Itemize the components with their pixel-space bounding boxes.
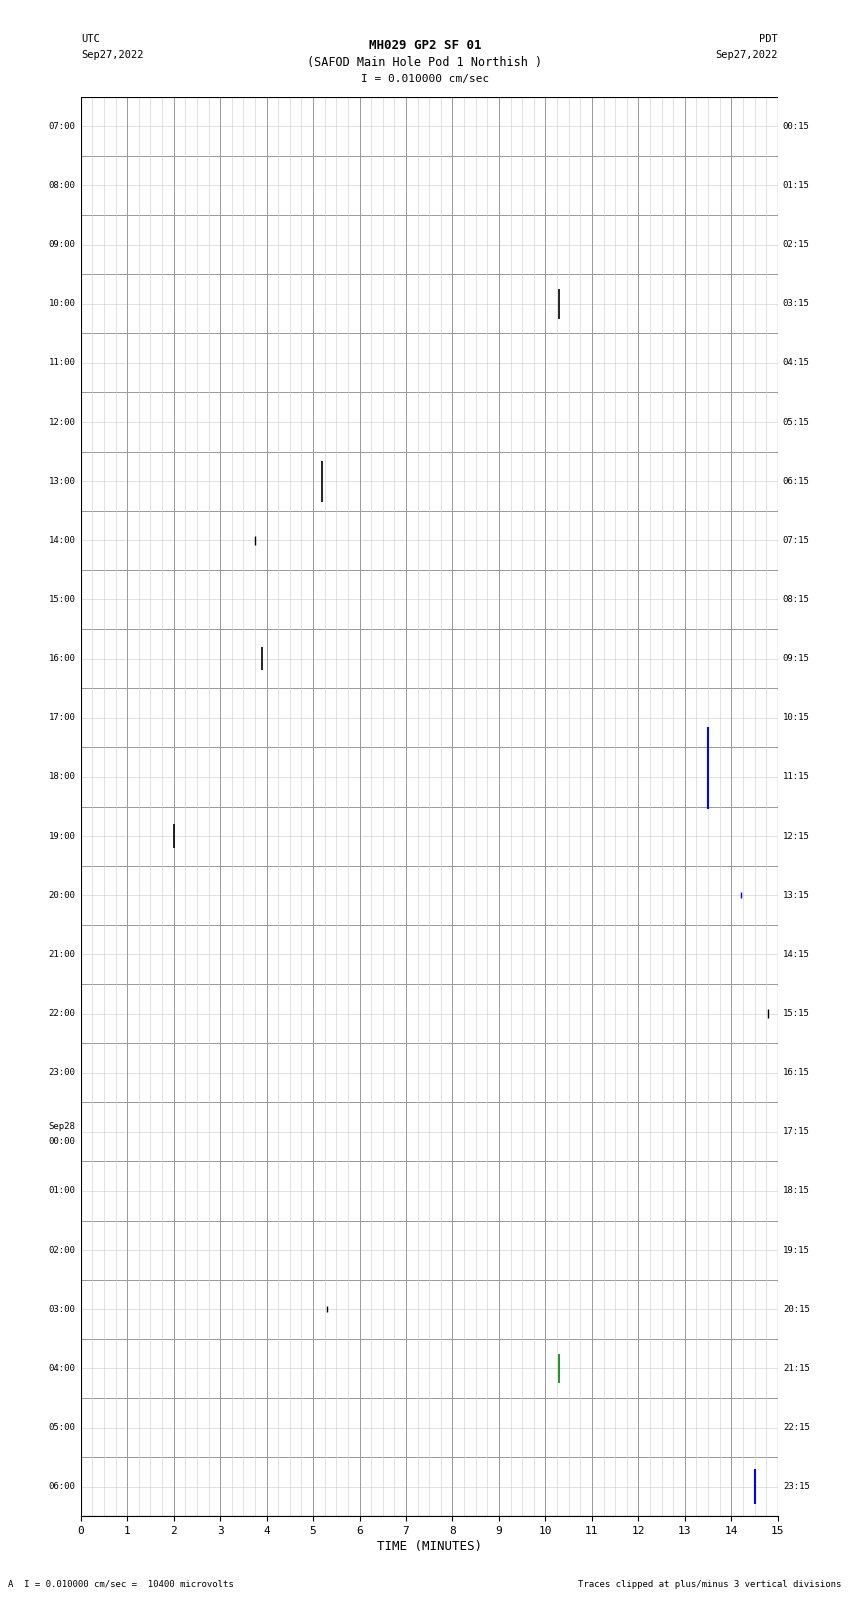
Text: (SAFOD Main Hole Pod 1 Northish ): (SAFOD Main Hole Pod 1 Northish ) xyxy=(308,56,542,69)
Text: 19:15: 19:15 xyxy=(783,1245,810,1255)
Text: 17:15: 17:15 xyxy=(783,1127,810,1136)
Text: 03:15: 03:15 xyxy=(783,300,810,308)
Text: 01:15: 01:15 xyxy=(783,181,810,190)
Text: 16:00: 16:00 xyxy=(48,655,76,663)
Text: Sep27,2022: Sep27,2022 xyxy=(81,50,144,60)
Text: I = 0.010000 cm/sec: I = 0.010000 cm/sec xyxy=(361,74,489,84)
Text: 22:00: 22:00 xyxy=(48,1010,76,1018)
Text: 07:15: 07:15 xyxy=(783,536,810,545)
Text: A  I = 0.010000 cm/sec =  10400 microvolts: A I = 0.010000 cm/sec = 10400 microvolts xyxy=(8,1579,235,1589)
Text: 21:15: 21:15 xyxy=(783,1365,810,1373)
Text: 11:00: 11:00 xyxy=(48,358,76,368)
Text: 20:00: 20:00 xyxy=(48,890,76,900)
Text: 05:15: 05:15 xyxy=(783,418,810,426)
Text: 07:00: 07:00 xyxy=(48,123,76,131)
Text: 20:15: 20:15 xyxy=(783,1305,810,1313)
Text: PDT: PDT xyxy=(759,34,778,44)
Text: 12:15: 12:15 xyxy=(783,832,810,840)
Text: 00:00: 00:00 xyxy=(48,1137,76,1145)
Text: 21:00: 21:00 xyxy=(48,950,76,958)
Text: 08:00: 08:00 xyxy=(48,181,76,190)
Text: 18:15: 18:15 xyxy=(783,1187,810,1195)
Text: 17:00: 17:00 xyxy=(48,713,76,723)
Text: 03:00: 03:00 xyxy=(48,1305,76,1313)
Text: 19:00: 19:00 xyxy=(48,832,76,840)
Text: Traces clipped at plus/minus 3 vertical divisions: Traces clipped at plus/minus 3 vertical … xyxy=(578,1579,842,1589)
Text: 05:00: 05:00 xyxy=(48,1423,76,1432)
Text: 02:15: 02:15 xyxy=(783,240,810,248)
Text: 09:15: 09:15 xyxy=(783,655,810,663)
Text: Sep28: Sep28 xyxy=(48,1123,76,1131)
Text: 14:15: 14:15 xyxy=(783,950,810,958)
Text: 06:15: 06:15 xyxy=(783,477,810,486)
Text: 09:00: 09:00 xyxy=(48,240,76,248)
Text: Sep27,2022: Sep27,2022 xyxy=(715,50,778,60)
Text: 14:00: 14:00 xyxy=(48,536,76,545)
Text: 10:00: 10:00 xyxy=(48,300,76,308)
Text: 06:00: 06:00 xyxy=(48,1482,76,1490)
Text: 13:00: 13:00 xyxy=(48,477,76,486)
Text: 11:15: 11:15 xyxy=(783,773,810,781)
Text: 22:15: 22:15 xyxy=(783,1423,810,1432)
Text: 01:00: 01:00 xyxy=(48,1187,76,1195)
Text: 02:00: 02:00 xyxy=(48,1245,76,1255)
Text: 23:15: 23:15 xyxy=(783,1482,810,1490)
Text: 23:00: 23:00 xyxy=(48,1068,76,1077)
Text: 15:15: 15:15 xyxy=(783,1010,810,1018)
Text: 16:15: 16:15 xyxy=(783,1068,810,1077)
Text: 10:15: 10:15 xyxy=(783,713,810,723)
Text: MH029 GP2 SF 01: MH029 GP2 SF 01 xyxy=(369,39,481,52)
Text: 12:00: 12:00 xyxy=(48,418,76,426)
Text: 04:00: 04:00 xyxy=(48,1365,76,1373)
Text: 18:00: 18:00 xyxy=(48,773,76,781)
X-axis label: TIME (MINUTES): TIME (MINUTES) xyxy=(377,1540,482,1553)
Text: 04:15: 04:15 xyxy=(783,358,810,368)
Text: UTC: UTC xyxy=(81,34,99,44)
Text: 13:15: 13:15 xyxy=(783,890,810,900)
Text: 15:00: 15:00 xyxy=(48,595,76,603)
Text: 08:15: 08:15 xyxy=(783,595,810,603)
Text: 00:15: 00:15 xyxy=(783,123,810,131)
